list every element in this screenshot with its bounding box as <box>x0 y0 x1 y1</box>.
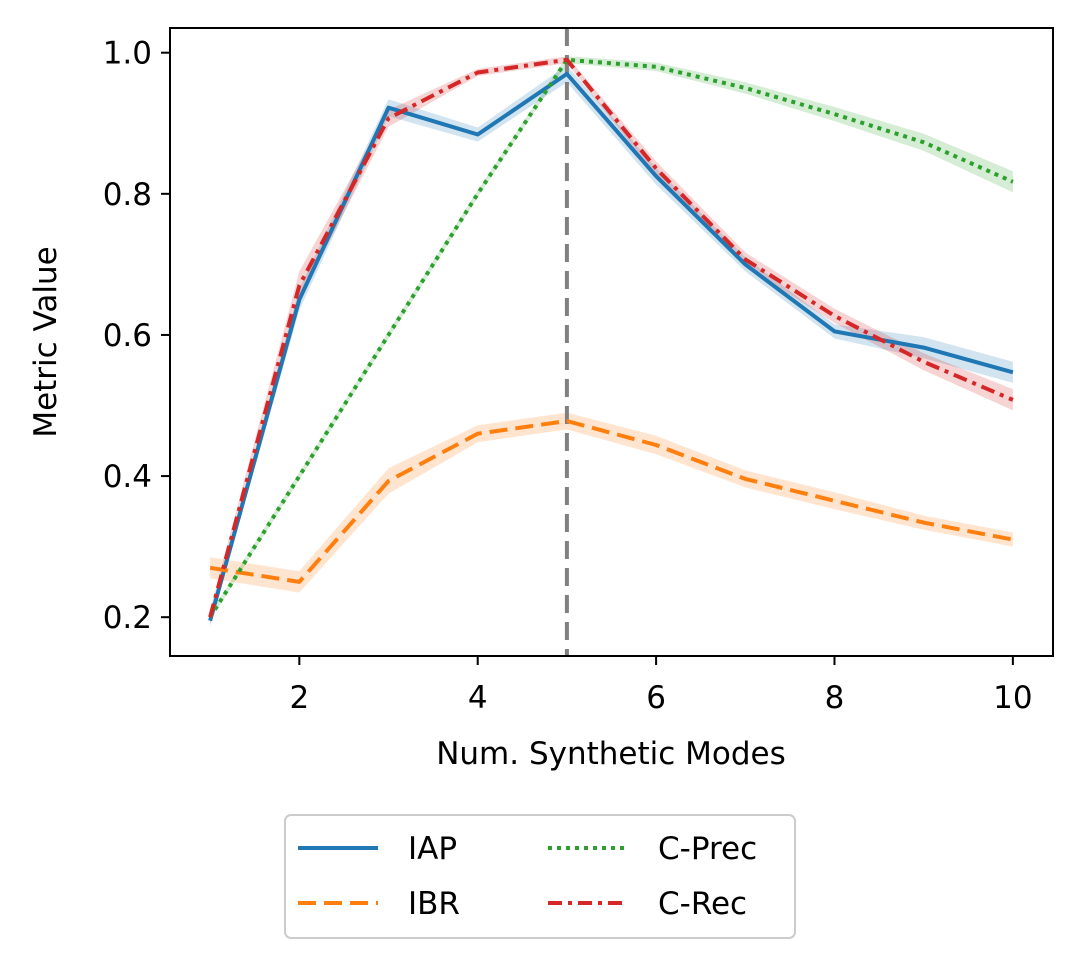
band-ibr <box>210 412 1013 593</box>
y-axis-ticks: 0.2 0.4 0.6 0.8 1.0 <box>103 36 170 636</box>
x-tick-label: 10 <box>993 680 1032 716</box>
legend-label-iap: IAP <box>408 831 457 867</box>
y-tick-label: 0.8 <box>103 177 152 213</box>
y-axis-label: Metric Value <box>28 246 64 437</box>
x-tick-label: 4 <box>468 680 488 716</box>
series-line-c-prec <box>208 57 1014 619</box>
confidence-bands <box>210 56 1013 627</box>
plot-frame <box>169 27 1054 657</box>
x-axis-label: Num. Synthetic Modes <box>436 736 786 772</box>
legend-items: IAP IBR C-Prec C-Rec <box>298 831 757 922</box>
legend-frame <box>284 814 796 939</box>
y-tick-label: 0.6 <box>103 318 152 354</box>
x-tick-label: 8 <box>825 680 845 716</box>
y-tick-label: 0.2 <box>103 600 152 636</box>
legend-label-c-rec: C-Rec <box>658 886 747 922</box>
y-tick-label: 0.4 <box>103 459 152 495</box>
legend-label-c-prec: C-Prec <box>658 831 757 867</box>
series-lines <box>208 57 1014 622</box>
series-line-ibr <box>209 419 1014 584</box>
x-tick-label: 6 <box>646 680 666 716</box>
legend: IAP IBR C-Prec C-Rec <box>284 814 796 939</box>
y-tick-label: 1.0 <box>103 36 152 72</box>
series-line-c-rec <box>208 57 1014 618</box>
x-axis-ticks: 2 4 6 8 10 <box>289 656 1033 716</box>
x-tick-label: 2 <box>289 680 309 716</box>
legend-label-ibr: IBR <box>408 886 460 922</box>
